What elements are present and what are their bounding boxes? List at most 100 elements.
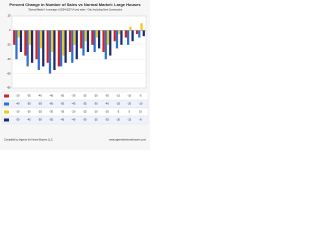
bar: [129, 26, 132, 31]
table-cell: -20: [116, 118, 120, 122]
table-cell: -20: [105, 110, 109, 114]
table-cell: -40: [38, 94, 42, 98]
bar: [95, 30, 98, 38]
bar: [120, 30, 123, 45]
table-cell: -50: [27, 102, 31, 106]
y-tick-label: -20: [7, 42, 11, 46]
bar: [17, 30, 20, 38]
chart: Percent Change in Number of Sales vs Nor…: [0, 0, 150, 150]
table-cell: -20: [72, 110, 76, 114]
bar: [62, 30, 65, 56]
table-cell: 5: [129, 110, 131, 114]
table-cell: -45: [72, 102, 76, 106]
legend-swatch: [4, 110, 9, 114]
table-cell: -15: [83, 110, 87, 114]
table-cell: -20: [94, 94, 98, 98]
page: Percent Change in Number of Sales vs Nor…: [0, 0, 150, 150]
bar: [73, 30, 76, 45]
y-tick-label: -80: [7, 86, 11, 90]
legend-swatch: [4, 102, 9, 106]
bar: [124, 30, 128, 38]
bar: [84, 30, 87, 42]
legend-swatch: [4, 94, 9, 98]
table-cell: -30: [105, 94, 109, 98]
table-cell: -8: [139, 118, 142, 122]
bar: [118, 30, 121, 34]
table-cell: -40: [16, 102, 20, 106]
bar: [19, 30, 23, 52]
table-cell: -30: [49, 110, 53, 114]
bar: [35, 30, 38, 60]
table-cell: -60: [49, 102, 53, 106]
table-cell: -20: [127, 102, 131, 106]
table-cell: -35: [83, 102, 87, 106]
chart-title: Percent Change in Number of Sales vs Nor…: [9, 2, 141, 7]
bar: [75, 30, 78, 60]
table-cell: -25: [38, 110, 42, 114]
bar: [86, 30, 90, 52]
table-cell: -25: [83, 94, 87, 98]
bar: [82, 30, 85, 56]
bar: [24, 30, 27, 56]
bar: [138, 30, 141, 38]
bar: [93, 30, 96, 52]
bar: [60, 30, 63, 67]
bar: [30, 30, 34, 63]
table-cell: -35: [105, 118, 109, 122]
table-cell: 10: [139, 110, 142, 114]
table-cell: -45: [49, 94, 53, 98]
table-cell: -15: [116, 94, 120, 98]
bar: [46, 30, 49, 63]
bar: [42, 30, 45, 67]
bar: [102, 30, 105, 52]
y-tick-label: -40: [7, 57, 11, 61]
table-cell: -10: [16, 110, 20, 114]
bar: [57, 30, 61, 67]
bar: [68, 30, 72, 52]
table-cell: -35: [27, 94, 31, 98]
bar: [106, 30, 110, 45]
table-cell: -25: [116, 102, 120, 106]
bar: [39, 30, 43, 49]
footer-left: Compiled by Agents for Home Buyers LLC: [4, 138, 53, 142]
table-cell: -55: [38, 102, 42, 106]
bar: [13, 30, 16, 45]
bar: [127, 30, 130, 45]
bar: [26, 30, 29, 67]
table-cell: -45: [27, 118, 31, 122]
bar: [140, 23, 143, 31]
bar: [53, 30, 56, 70]
table-cell: -30: [94, 102, 98, 106]
table-cell: -20: [27, 110, 31, 114]
bar: [142, 30, 145, 37]
table-cell: -45: [60, 118, 64, 122]
bar: [37, 30, 40, 70]
bar: [104, 30, 107, 60]
bar: [115, 30, 119, 49]
bar: [109, 30, 112, 56]
table-cell: -5: [139, 94, 142, 98]
table-cell: -50: [60, 102, 64, 106]
table-cell: -50: [60, 94, 64, 98]
table-cell: -10: [139, 102, 143, 106]
table-cell: -5: [117, 110, 120, 114]
table-cell: -50: [38, 118, 42, 122]
plot-area: [11, 15, 147, 89]
chart-subtitle: "Normal Market" is average of 2004-2007 …: [28, 9, 123, 12]
legend-swatch: [4, 118, 9, 122]
table-cell: -55: [49, 118, 53, 122]
table-cell: -10: [127, 94, 131, 98]
bar: [15, 30, 18, 60]
table-cell: -30: [72, 94, 76, 98]
bar: [48, 30, 52, 74]
bar: [131, 30, 134, 42]
y-tick-label: 20: [8, 14, 11, 18]
table-cell: -15: [127, 118, 131, 122]
bar: [113, 30, 116, 42]
bar: [71, 30, 74, 63]
footer-right: www.agentsforhomebuyers.com: [109, 138, 146, 142]
y-tick-label: 0: [9, 28, 11, 32]
bar: [51, 30, 54, 52]
bar: [91, 30, 94, 45]
bar: [135, 30, 139, 34]
